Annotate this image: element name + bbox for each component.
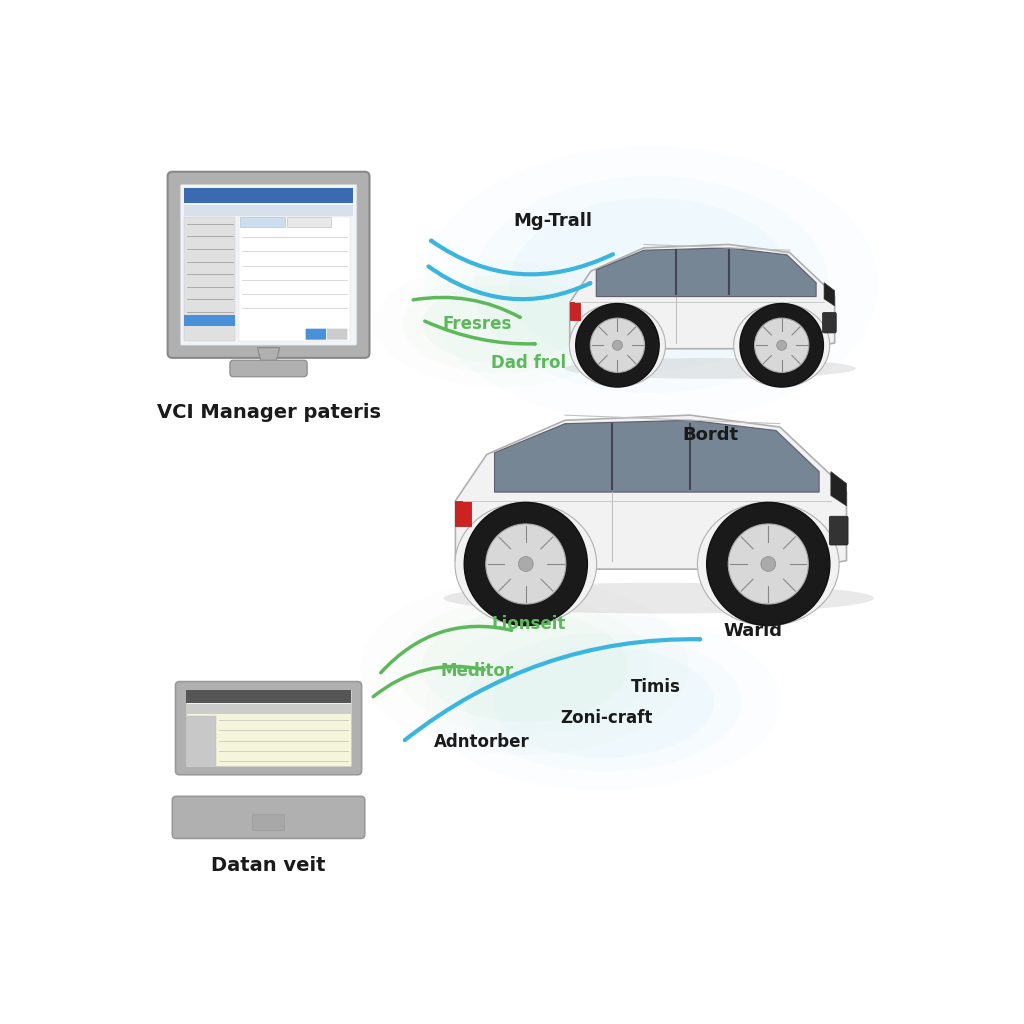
Ellipse shape <box>455 503 597 626</box>
Circle shape <box>464 503 588 626</box>
Text: Warld: Warld <box>724 623 783 640</box>
FancyBboxPatch shape <box>180 184 356 345</box>
Text: Datan veit: Datan veit <box>211 856 326 876</box>
Ellipse shape <box>443 583 873 613</box>
FancyBboxPatch shape <box>241 217 285 227</box>
Polygon shape <box>824 283 835 306</box>
Circle shape <box>575 303 659 387</box>
FancyBboxPatch shape <box>184 315 236 327</box>
Text: Dad frol: Dad frol <box>492 354 566 373</box>
FancyBboxPatch shape <box>305 329 326 340</box>
Text: Adntorber: Adntorber <box>434 733 529 751</box>
FancyBboxPatch shape <box>185 690 351 766</box>
Ellipse shape <box>569 303 666 387</box>
FancyBboxPatch shape <box>822 312 837 333</box>
Circle shape <box>485 524 566 604</box>
FancyBboxPatch shape <box>175 682 361 775</box>
Polygon shape <box>596 248 816 297</box>
Text: VCI Manager pateris: VCI Manager pateris <box>157 402 381 422</box>
Ellipse shape <box>697 503 839 626</box>
Ellipse shape <box>375 261 628 387</box>
FancyBboxPatch shape <box>184 205 353 216</box>
Text: Meditor: Meditor <box>441 662 514 680</box>
FancyArrowPatch shape <box>373 667 484 696</box>
FancyBboxPatch shape <box>184 188 353 204</box>
Ellipse shape <box>473 176 828 393</box>
FancyArrowPatch shape <box>404 639 700 740</box>
FancyArrowPatch shape <box>428 266 590 299</box>
Polygon shape <box>495 420 819 493</box>
FancyBboxPatch shape <box>184 217 236 341</box>
Polygon shape <box>569 245 835 349</box>
FancyBboxPatch shape <box>168 172 370 357</box>
FancyBboxPatch shape <box>185 690 351 702</box>
FancyBboxPatch shape <box>253 815 285 830</box>
Circle shape <box>612 340 623 350</box>
Ellipse shape <box>360 579 689 756</box>
FancyBboxPatch shape <box>185 703 351 714</box>
Circle shape <box>755 318 809 373</box>
Text: Bordt: Bordt <box>682 426 738 444</box>
FancyArrowPatch shape <box>431 241 613 274</box>
FancyBboxPatch shape <box>172 797 365 839</box>
Ellipse shape <box>466 634 741 771</box>
Ellipse shape <box>427 614 780 791</box>
Ellipse shape <box>509 198 793 372</box>
Polygon shape <box>456 501 471 526</box>
FancyBboxPatch shape <box>239 217 350 341</box>
Ellipse shape <box>402 274 600 373</box>
FancyBboxPatch shape <box>327 329 347 340</box>
Polygon shape <box>569 302 581 319</box>
Text: Fresres: Fresres <box>442 315 512 333</box>
Ellipse shape <box>396 598 653 736</box>
Text: Lionseit: Lionseit <box>492 614 566 633</box>
Polygon shape <box>456 415 847 569</box>
Circle shape <box>740 303 823 387</box>
FancyArrowPatch shape <box>381 627 512 673</box>
Circle shape <box>590 318 644 373</box>
Circle shape <box>728 524 808 604</box>
Text: Timis: Timis <box>631 678 681 695</box>
FancyBboxPatch shape <box>829 516 848 545</box>
Ellipse shape <box>422 285 580 364</box>
Ellipse shape <box>422 611 628 722</box>
Text: Mg-Trall: Mg-Trall <box>513 212 592 230</box>
Ellipse shape <box>734 303 829 387</box>
FancyBboxPatch shape <box>230 360 307 377</box>
Text: Zoni-craft: Zoni-craft <box>560 710 652 727</box>
Circle shape <box>707 503 829 626</box>
Ellipse shape <box>424 145 878 423</box>
FancyBboxPatch shape <box>287 217 332 227</box>
FancyBboxPatch shape <box>185 716 216 766</box>
Ellipse shape <box>494 647 714 758</box>
Ellipse shape <box>564 358 856 379</box>
Circle shape <box>518 557 534 571</box>
FancyArrowPatch shape <box>414 297 520 317</box>
Circle shape <box>761 557 775 571</box>
Polygon shape <box>257 347 280 364</box>
FancyArrowPatch shape <box>425 322 536 344</box>
Polygon shape <box>830 472 847 506</box>
Circle shape <box>776 340 786 350</box>
